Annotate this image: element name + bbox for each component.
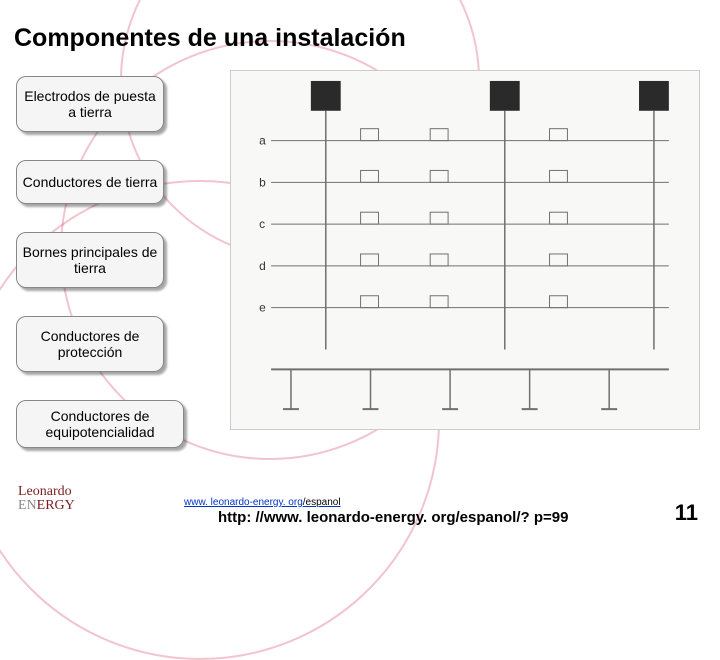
page-number: 11: [675, 500, 698, 526]
svg-text:b: b: [259, 175, 266, 189]
installation-diagram: a b c d e: [230, 70, 700, 430]
slide-title: Componentes de una instalación: [14, 24, 406, 53]
leonardo-logo: Leonardo ENERGY: [18, 485, 75, 514]
svg-text:e: e: [259, 301, 266, 315]
logo-line2: ENERGY: [18, 499, 75, 514]
svg-text:d: d: [259, 259, 266, 273]
footer-link-main[interactable]: http: //www. leonardo-energy. org/espano…: [218, 509, 568, 526]
logo-line1: Leonardo: [18, 485, 75, 500]
component-box-0: Electrodos de puesta a tierra: [16, 76, 164, 132]
component-box-1: Conductores de tierra: [16, 160, 164, 204]
component-box-2: Bornes principales de tierra: [16, 232, 164, 288]
svg-text:c: c: [259, 217, 265, 231]
component-box-4: Conductores de equipotencialidad: [16, 400, 184, 448]
footer-link-small[interactable]: www. leonardo-energy. org/espanol: [184, 497, 341, 508]
svg-text:a: a: [259, 134, 266, 148]
component-box-3: Conductores de protección: [16, 316, 164, 372]
